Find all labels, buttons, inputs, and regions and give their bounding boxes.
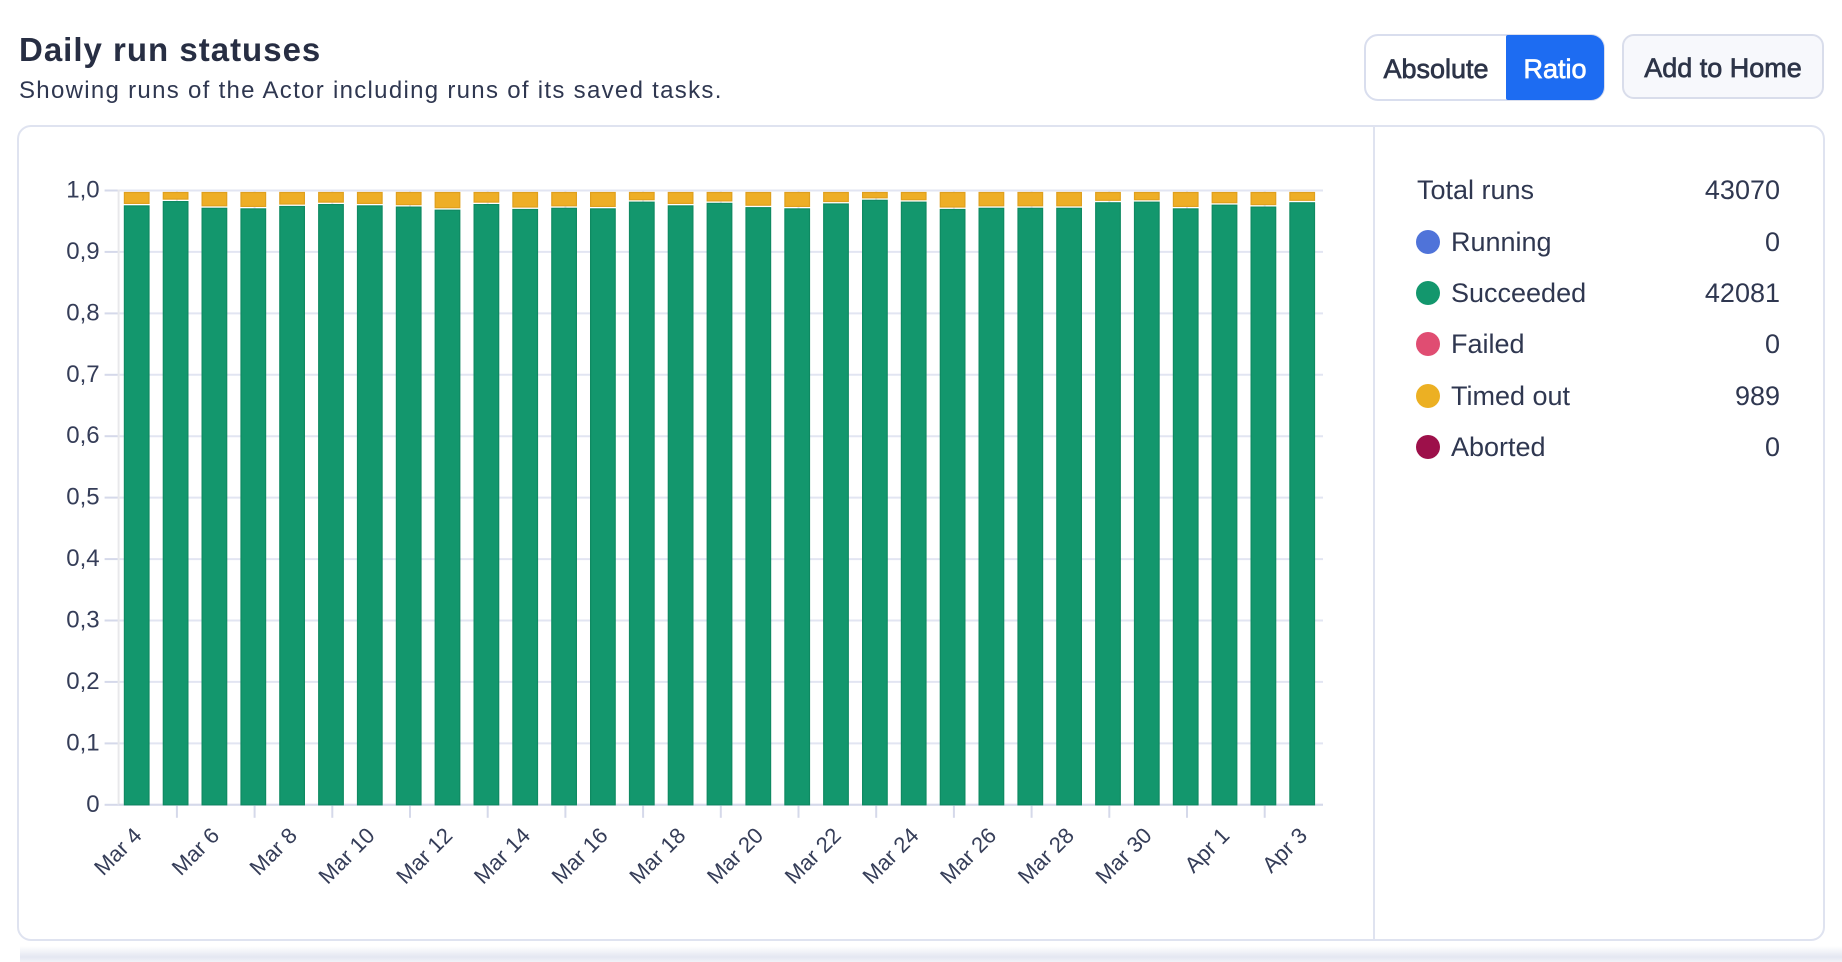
svg-text:Mar 28: Mar 28: [1013, 823, 1079, 889]
svg-text:Mar 6: Mar 6: [167, 823, 224, 880]
svg-text:Apr 3: Apr 3: [1257, 823, 1312, 878]
svg-text:Mar 24: Mar 24: [857, 823, 923, 889]
svg-text:0: 0: [86, 791, 99, 818]
svg-text:0,4: 0,4: [66, 545, 99, 572]
svg-text:Mar 10: Mar 10: [314, 823, 380, 889]
svg-text:0,2: 0,2: [66, 668, 99, 695]
svg-text:Mar 18: Mar 18: [624, 823, 690, 889]
svg-text:Mar 16: Mar 16: [547, 823, 613, 889]
svg-text:0,8: 0,8: [66, 299, 99, 326]
svg-text:0,1: 0,1: [66, 729, 99, 756]
svg-text:Mar 20: Mar 20: [702, 823, 768, 889]
svg-text:0,6: 0,6: [66, 422, 99, 449]
svg-text:Apr 1: Apr 1: [1179, 823, 1234, 878]
svg-text:Mar 26: Mar 26: [935, 823, 1001, 889]
svg-text:0,5: 0,5: [66, 484, 99, 511]
svg-text:0,3: 0,3: [66, 607, 99, 634]
svg-text:Mar 22: Mar 22: [780, 823, 846, 889]
svg-text:Mar 12: Mar 12: [391, 823, 457, 889]
svg-text:Mar 8: Mar 8: [244, 823, 301, 880]
svg-text:1,0: 1,0: [66, 177, 99, 204]
svg-text:0,9: 0,9: [66, 238, 99, 265]
svg-text:0,7: 0,7: [66, 361, 99, 388]
svg-text:Mar 4: Mar 4: [89, 823, 146, 880]
svg-text:Mar 30: Mar 30: [1091, 823, 1157, 889]
svg-text:Mar 14: Mar 14: [469, 823, 535, 889]
